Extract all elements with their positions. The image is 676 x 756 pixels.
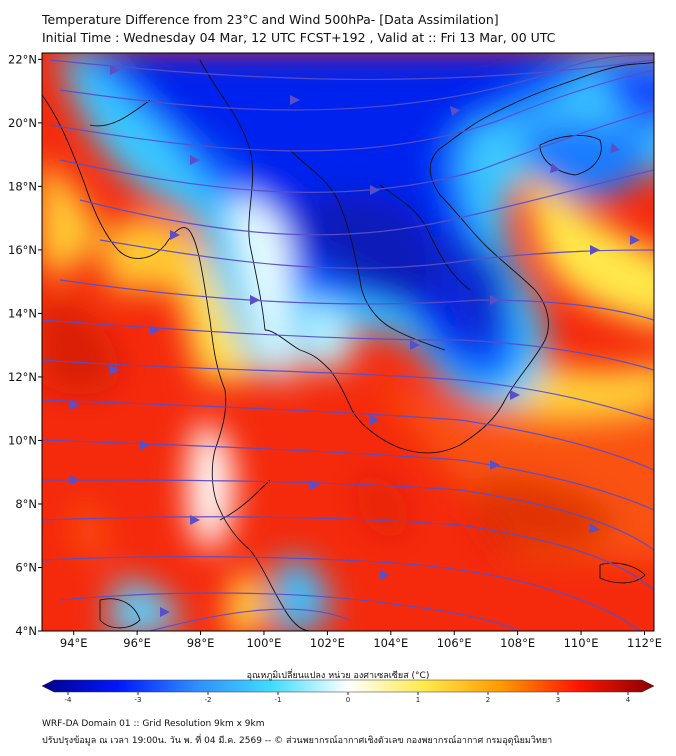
colorbar-tick-label: -4 <box>65 696 73 704</box>
wind-streamlines <box>42 54 654 631</box>
lat-tick-label: 6°N <box>15 560 37 574</box>
lat-tick-label: 18°N <box>8 179 37 193</box>
colorbar: -4 -3 -2 -1 0 1 2 3 4 <box>41 679 655 704</box>
map-frame <box>41 52 655 632</box>
lat-tick-label: 22°N <box>8 52 37 66</box>
coastline-borders <box>42 59 654 631</box>
lat-tick-label: 4°N <box>15 624 37 638</box>
lon-tick-label: 112°E <box>627 636 662 650</box>
chart-title-line2: Initial Time : Wednesday 04 Mar, 12 UTC … <box>42 30 556 45</box>
latitude-axis: 22°N 20°N 18°N 16°N 14°N 12°N 10°N 8°N 6°N 4°N <box>8 52 42 638</box>
lat-tick-label: 20°N <box>8 116 37 130</box>
lon-tick-label: 108°E <box>500 636 535 650</box>
chart-title-line1: Temperature Difference from 23°C and Win… <box>42 12 499 27</box>
colorbar-title: อุณหภูมิเปลี่ยนแปลง หน่วย องศาเซลเซียส (… <box>246 671 430 681</box>
colorbar-tick-label: -2 <box>205 696 212 704</box>
colorbar-tick-label: 1 <box>416 696 420 704</box>
colorbar-tick-label: -1 <box>275 696 282 704</box>
colorbar-tick-label: -3 <box>135 696 142 704</box>
lat-tick-label: 14°N <box>8 306 37 320</box>
footer-update-credit: ปรับปรุงข้อมูล ณ เวลา 19:00น. วัน พ. ที่… <box>42 736 553 746</box>
lon-tick-label: 98°E <box>187 636 215 650</box>
lon-tick-label: 110°E <box>564 636 599 650</box>
colorbar-tick-label: 0 <box>346 696 350 704</box>
footer-model-info: WRF-DA Domain 01 :: Grid Resolution 9km … <box>42 719 265 729</box>
lon-tick-label: 94°E <box>60 636 88 650</box>
colorbar-tick-label: 2 <box>486 696 490 704</box>
lon-tick-label: 102°E <box>310 636 345 650</box>
colorbar-tick-label: 4 <box>626 696 631 704</box>
lon-tick-label: 104°E <box>373 636 408 650</box>
lon-tick-label: 106°E <box>437 636 472 650</box>
lon-tick-label: 100°E <box>246 636 281 650</box>
temperature-field <box>42 53 654 631</box>
lat-tick-label: 8°N <box>15 497 37 511</box>
lat-tick-label: 16°N <box>8 243 37 257</box>
longitude-axis: 94°E 96°E 98°E 100°E 102°E 104°E 106°E 108°E 110… <box>60 631 662 650</box>
lat-tick-label: 12°N <box>8 370 37 384</box>
lat-tick-label: 10°N <box>8 433 37 447</box>
lon-tick-label: 96°E <box>123 636 151 650</box>
wind-arrows <box>70 65 640 617</box>
colorbar-tick-label: 3 <box>556 696 560 704</box>
